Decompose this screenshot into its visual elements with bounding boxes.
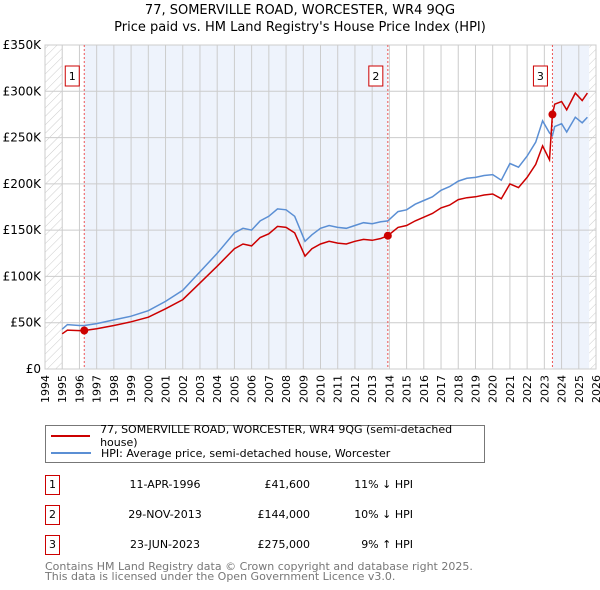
table-row: 2 29-NOV-2013 £144,000 10% ↓ HPI <box>45 505 465 525</box>
x-tick-label: 1994 <box>39 375 52 403</box>
sale-marker-label: 3 <box>537 70 544 83</box>
x-tick-label: 2012 <box>349 375 362 403</box>
sale-price: £41,600 <box>264 478 311 491</box>
x-tick-label: 2003 <box>194 375 207 403</box>
sale-price: £275,000 <box>257 538 311 551</box>
footer-licence: This data is licensed under the Open Gov… <box>45 570 396 583</box>
y-tick-label: £100K <box>3 269 43 283</box>
chart-subtitle: Price paid vs. HM Land Registry's House … <box>114 20 486 35</box>
sale-point <box>80 326 89 335</box>
table-row: 1 11-APR-1996 £41,600 11% ↓ HPI <box>45 475 465 495</box>
sale-hpi-diff: 11% ↓ HPI <box>354 478 413 491</box>
legend-item-property: 77, SOMERVILLE ROAD, WORCESTER, WR4 9QG … <box>51 423 484 449</box>
x-tick-label: 2025 <box>573 375 586 403</box>
sale-marker-box <box>64 65 80 87</box>
legend-label: HPI: Average price, semi-detached house,… <box>101 446 391 460</box>
x-tick-label: 2023 <box>538 375 551 403</box>
x-tick-label: 2026 <box>590 375 600 403</box>
price-chart: 1994 1995 1996 1997 1998 1999 2000 2001 2002 2003… <box>3 38 600 403</box>
legend-item-hpi: HPI: Average price, semi-detached house,… <box>51 445 390 461</box>
x-tick-label: 2010 <box>315 375 328 403</box>
shaded-period-3 <box>552 45 590 369</box>
legend: 77, SOMERVILLE ROAD, WORCESTER, WR4 9QG … <box>45 423 485 463</box>
table-row: 3 23-JUN-2023 £275,000 9% ↑ HPI <box>45 535 465 555</box>
plot-border <box>44 44 597 370</box>
legend-label: 77, SOMERVILLE ROAD, WORCESTER, WR4 9QG … <box>100 423 453 449</box>
x-tick-label: 2024 <box>556 375 569 403</box>
x-tick-label: 2015 <box>401 375 414 403</box>
sale-marker: 3 <box>45 535 60 555</box>
x-tick-label: 1999 <box>125 375 138 403</box>
sale-marker: 2 <box>45 505 60 525</box>
x-tick-label: 2017 <box>435 375 448 403</box>
hpi-line <box>61 116 588 330</box>
x-tick-label: 2004 <box>211 375 224 403</box>
x-tick-label: 2009 <box>297 375 310 403</box>
sale-point <box>383 231 392 240</box>
chart-title: 77, SOMERVILLE ROAD, WORCESTER, WR4 9QG <box>144 3 456 18</box>
x-tick-label: 2008 <box>280 375 293 403</box>
sale-price: £144,000 <box>257 508 311 521</box>
price-paid-line <box>61 91 589 335</box>
sale-date: 11-APR-1996 <box>129 478 201 491</box>
sale-point <box>548 110 557 119</box>
x-tick-label: 2011 <box>332 375 345 403</box>
sale-date: 29-NOV-2013 <box>128 508 202 521</box>
x-tick-label: 2020 <box>487 375 500 403</box>
x-tick-label: 2007 <box>263 375 276 403</box>
sale-marker-label: 2 <box>372 70 379 83</box>
hatch-before-data <box>45 45 63 369</box>
y-tick-label: £350K <box>3 38 43 52</box>
footer-copyright: Contains HM Land Registry data © Crown c… <box>45 560 473 573</box>
sale-marker-box <box>368 65 384 87</box>
x-tick-label: 2014 <box>383 375 396 403</box>
y-tick-label: £250K <box>3 131 43 145</box>
x-tick-label: 2022 <box>521 375 534 403</box>
shaded-period-1 <box>84 45 388 369</box>
y-tick-label: £0 <box>26 362 41 376</box>
hatch-after-data <box>589 45 596 369</box>
sale-hpi-diff: 10% ↓ HPI <box>354 508 413 521</box>
x-tick-label: 2013 <box>366 375 379 403</box>
x-tick-label: 1997 <box>91 375 104 403</box>
x-tick-label: 1995 <box>56 375 69 403</box>
x-tick-label: 2016 <box>418 375 431 403</box>
sale-marker: 1 <box>45 475 60 495</box>
x-tick-label: 1998 <box>108 375 121 403</box>
x-tick-label: 2005 <box>228 375 241 403</box>
sale-marker-box <box>532 65 548 87</box>
y-tick-label: £300K <box>3 84 43 98</box>
legend-swatch <box>51 452 91 454</box>
sale-date: 23-JUN-2023 <box>129 538 201 551</box>
x-tick-label: 2019 <box>469 375 482 403</box>
x-tick-label: 2001 <box>160 375 173 403</box>
y-tick-label: £50K <box>10 316 42 330</box>
y-tick-label: £200K <box>3 177 43 191</box>
x-tick-label: 2021 <box>504 375 517 403</box>
sale-marker-label: 1 <box>69 70 76 83</box>
sale-hpi-diff: 9% ↑ HPI <box>361 538 413 551</box>
y-tick-label: £150K <box>3 223 43 237</box>
x-tick-label: 1996 <box>73 375 86 403</box>
x-tick-label: 2018 <box>452 375 465 403</box>
x-tick-label: 2000 <box>142 375 155 403</box>
x-tick-label: 2006 <box>246 375 259 403</box>
legend-swatch <box>51 435 91 437</box>
x-tick-label: 2002 <box>177 375 190 403</box>
